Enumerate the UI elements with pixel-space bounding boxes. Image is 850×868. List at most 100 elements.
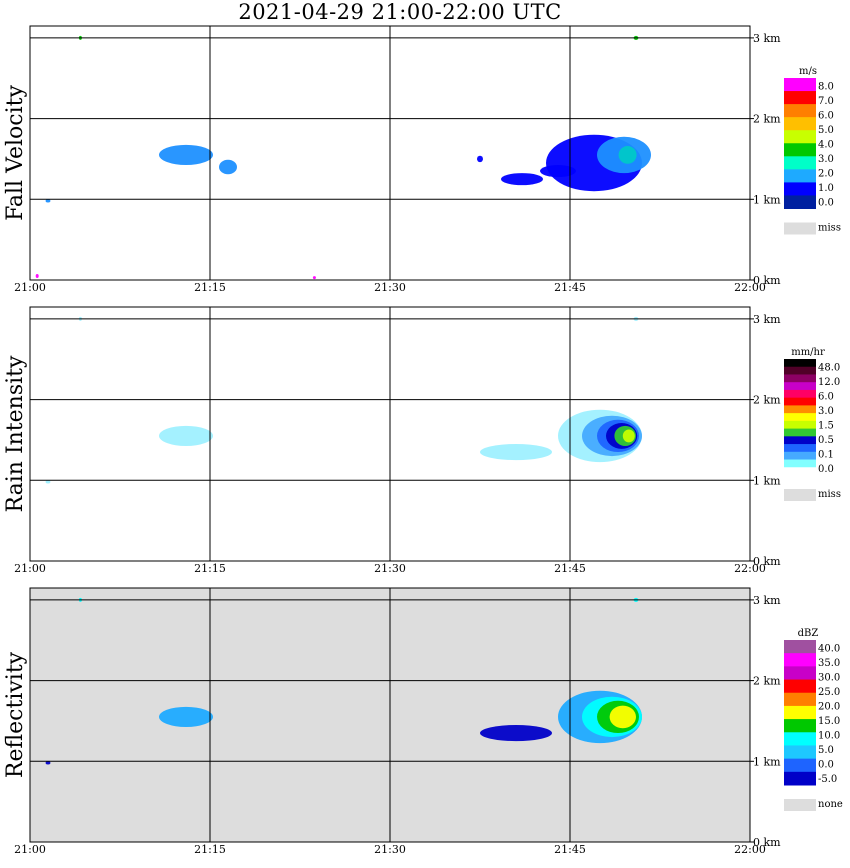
- colorbar-level: 7.0: [818, 96, 834, 107]
- colorbar-unit: mm/hr: [791, 347, 825, 358]
- x-tick-label: 22:00: [734, 843, 766, 856]
- colorbar-swatch: [784, 169, 816, 183]
- x-tick-label: 22:00: [734, 562, 766, 575]
- echo-mark: [219, 159, 237, 175]
- colorbar-swatch: [784, 758, 816, 773]
- colorbar-level: 6.0: [818, 392, 834, 403]
- echo-mark: [159, 425, 213, 447]
- colorbar-level: 5.0: [818, 125, 834, 136]
- echo-mark: [480, 443, 552, 461]
- y-tick-label: 1 km: [753, 193, 781, 206]
- colorbar-level: 0.0: [818, 760, 834, 771]
- colorbar-swatch: [784, 459, 816, 468]
- colorbar-swatch: [784, 467, 816, 476]
- colorbar-swatch: [784, 397, 816, 406]
- echo-mark: [35, 273, 39, 278]
- colorbar-swatch: [784, 705, 816, 720]
- echo-mark: [159, 144, 213, 166]
- x-tick-label: 21:45: [554, 281, 586, 294]
- panel-label: Fall Velocity: [3, 85, 28, 221]
- y-tick-label: 3 km: [753, 32, 781, 45]
- y-tick-label: 1 km: [753, 755, 781, 768]
- colorbar-swatch: [784, 117, 816, 131]
- x-tick-label: 21:00: [14, 843, 46, 856]
- echo-mark: [480, 724, 552, 742]
- colorbar-level: 6.0: [818, 111, 834, 122]
- colorbar-level: 0.0: [818, 198, 834, 209]
- colorbar-swatch: [784, 104, 816, 118]
- colorbar-level: 48.0: [818, 363, 840, 374]
- echo-mark: [477, 155, 483, 163]
- colorbar-level: 0.1: [818, 450, 834, 461]
- colorbar-swatch: [784, 389, 816, 399]
- chart-title: 2021-04-29 21:00-22:00 UTC: [238, 0, 562, 24]
- colorbar-swatch: [784, 143, 816, 157]
- x-tick-label: 21:30: [374, 562, 406, 575]
- x-tick-label: 21:00: [14, 562, 46, 575]
- colorbar-swatch: [784, 679, 816, 694]
- colorbar-swatch: [784, 640, 816, 654]
- colorbar-level: 25.0: [818, 687, 840, 698]
- colorbar-swatch: [784, 156, 816, 170]
- colorbar-swatch: [784, 732, 816, 746]
- y-tick-label: 0 km: [753, 274, 781, 287]
- y-tick-label: 0 km: [753, 836, 781, 849]
- colorbar-level: 12.0: [818, 377, 840, 388]
- x-tick-label: 21:30: [374, 281, 406, 294]
- x-tick-label: 22:00: [734, 281, 766, 294]
- echo-mark: [609, 705, 636, 729]
- echo-mark: [45, 480, 51, 484]
- colorbar-swatch: [784, 182, 816, 196]
- colorbar-swatch: [784, 130, 816, 144]
- colorbar-swatch: [784, 653, 816, 667]
- y-tick-label: 3 km: [753, 313, 781, 326]
- colorbar-swatch: [784, 692, 816, 707]
- colorbar-swatch: [784, 405, 816, 414]
- colorbar-level: 2.0: [818, 169, 834, 180]
- x-tick-label: 21:45: [554, 843, 586, 856]
- x-tick-label: 21:15: [194, 281, 226, 294]
- echo-mark: [622, 429, 635, 443]
- colorbar-level: 0.5: [818, 435, 834, 446]
- colorbar-missing-swatch: [784, 222, 816, 235]
- colorbar-level: 40.0: [818, 644, 840, 655]
- x-tick-label: 21:15: [194, 843, 226, 856]
- panel-label: Reflectivity: [3, 651, 28, 778]
- colorbar-swatch: [784, 413, 816, 422]
- colorbar-missing-swatch: [784, 489, 816, 501]
- colorbar-missing-swatch: [784, 799, 816, 811]
- colorbar-swatch: [784, 420, 816, 430]
- colorbar-level: 0.0: [818, 464, 834, 475]
- echo-mark: [45, 199, 51, 203]
- colorbar-swatch: [784, 195, 816, 209]
- echo-mark: [159, 706, 213, 728]
- colorbar-swatch: [784, 719, 816, 733]
- colorbar-level: 3.0: [818, 406, 834, 417]
- colorbar-swatch: [784, 359, 816, 368]
- colorbar-unit: m/s: [799, 66, 817, 77]
- colorbar-level: 1.0: [818, 183, 834, 194]
- colorbar-missing-label: none: [818, 799, 843, 810]
- echo-mark: [618, 146, 637, 164]
- echo-mark: [312, 276, 316, 280]
- colorbar-level: -5.0: [818, 774, 837, 785]
- plot-border: [29, 306, 751, 562]
- colorbar-level: 35.0: [818, 658, 840, 669]
- x-tick-label: 21:45: [554, 562, 586, 575]
- colorbar-level: 10.0: [818, 731, 840, 742]
- colorbar-level: 4.0: [818, 140, 834, 151]
- colorbar-swatch: [784, 91, 816, 105]
- x-tick-label: 21:15: [194, 562, 226, 575]
- colorbar-swatch: [784, 382, 816, 391]
- colorbar-swatch: [784, 78, 816, 92]
- plot-border: [29, 587, 751, 843]
- colorbar-level: 30.0: [818, 673, 840, 684]
- y-tick-label: 2 km: [753, 113, 781, 126]
- colorbar-swatch: [784, 745, 816, 760]
- echo-mark: [45, 761, 51, 765]
- colorbar-swatch: [784, 366, 816, 375]
- colorbar-swatch: [784, 428, 816, 437]
- colorbar-missing-label: miss: [818, 223, 841, 234]
- y-tick-label: 1 km: [753, 474, 781, 487]
